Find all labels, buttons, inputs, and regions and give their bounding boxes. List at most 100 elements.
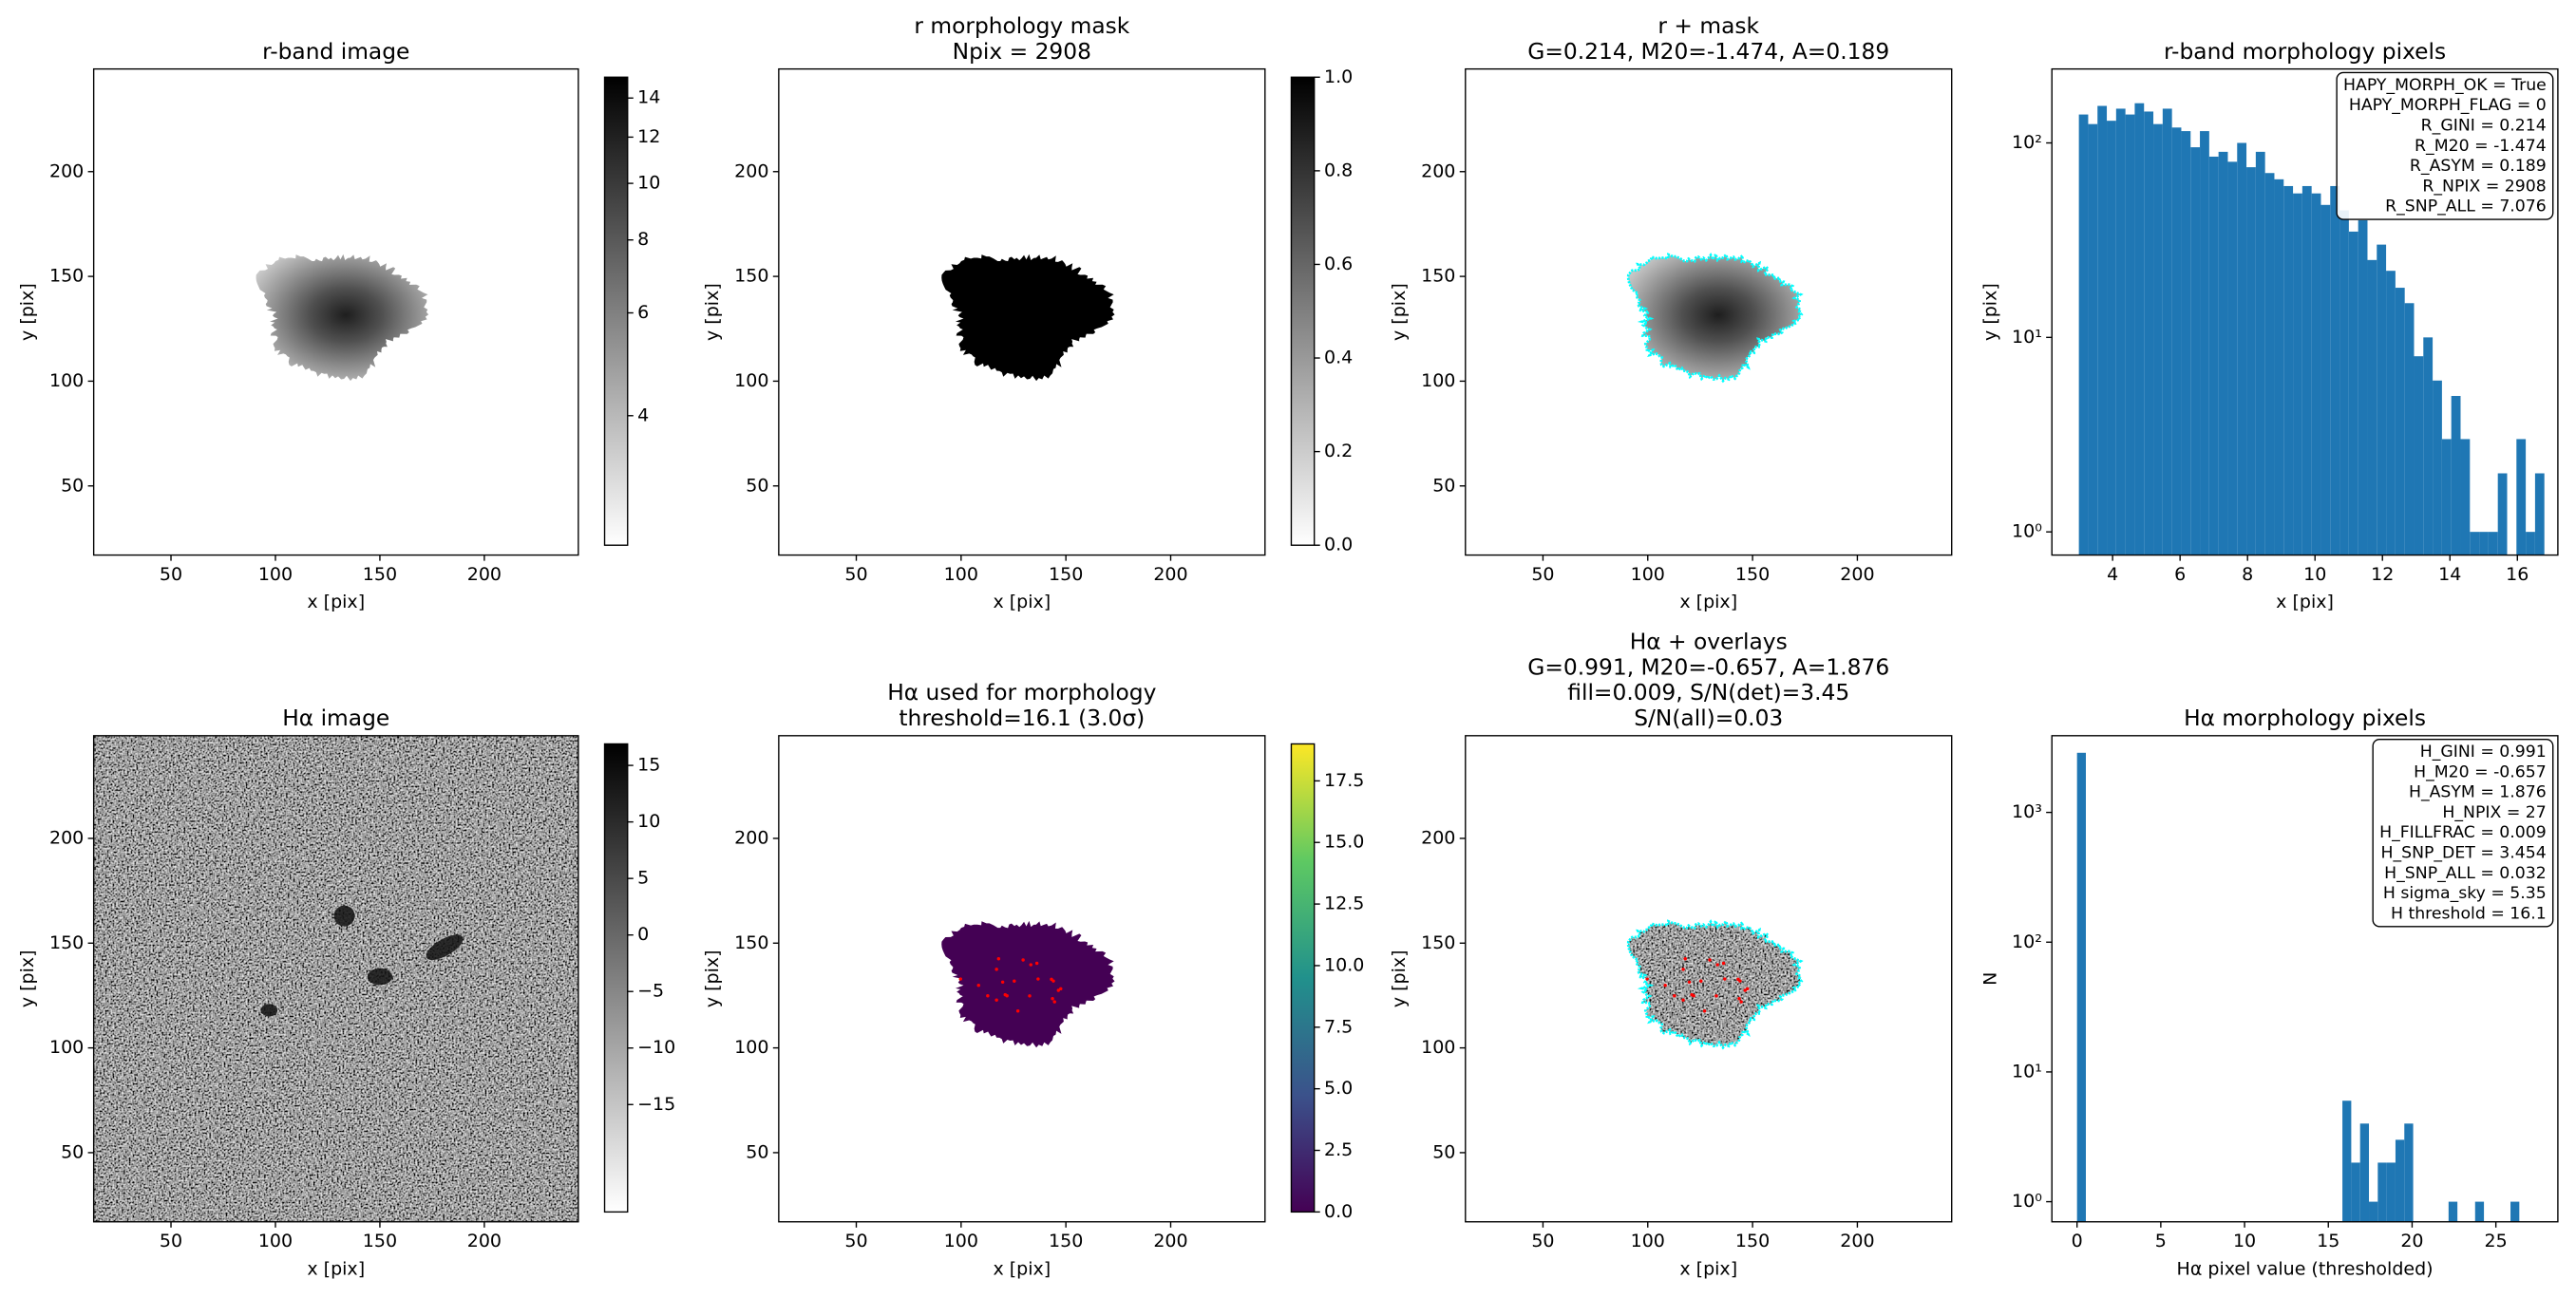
- x-axis-label: Hα pixel value (thresholded): [2177, 1258, 2434, 1279]
- panel-title: Hα image: [282, 705, 389, 731]
- morphology-mask: [941, 254, 1115, 382]
- panel: 50 100 150 200 50 100 150 200 x [pix] y [pix] Hα +…: [1389, 629, 1953, 1279]
- x-tick-label: 50: [160, 1231, 182, 1251]
- histogram-bar: [2479, 532, 2489, 555]
- panel-title: r-band image: [262, 38, 409, 65]
- histogram-bar: [2359, 1123, 2370, 1222]
- y-tick-label: 50: [1432, 1141, 1455, 1162]
- x-tick-label: 100: [258, 1231, 293, 1251]
- colorbar-tick-label: 0.8: [1324, 160, 1353, 180]
- x-tick-label: 200: [1840, 564, 1874, 585]
- annotation-line: H sigma_sky = 5.35: [2383, 884, 2547, 903]
- y-tick-label: 150: [734, 266, 768, 287]
- histogram-bar: [2510, 1201, 2520, 1222]
- x-tick-label: 6: [2174, 564, 2186, 585]
- histogram-bar: [2377, 1162, 2387, 1222]
- y-tick-label: 150: [49, 266, 84, 287]
- detection-pixel: [1052, 1000, 1056, 1004]
- axes-frame: [1465, 67, 1953, 556]
- colorbar-tick-label: 0.2: [1324, 441, 1353, 461]
- histogram-bar: [2134, 103, 2145, 555]
- x-tick-label: 200: [1153, 1231, 1187, 1251]
- y-tick-label: 150: [1421, 266, 1455, 287]
- x-tick-label: 150: [363, 1231, 397, 1251]
- colorbar-tick-label: −5: [637, 981, 664, 1002]
- colorbar-tick-label: 0: [637, 924, 649, 945]
- histogram-bar: [2395, 1139, 2405, 1222]
- detection-pixel: [1013, 979, 1016, 983]
- detection-pixel: [1708, 958, 1712, 962]
- x-tick-label: 200: [467, 1231, 502, 1251]
- y-tick-label: 100: [734, 1037, 768, 1058]
- colorbar-tick-label: 7.5: [1324, 1016, 1353, 1037]
- axes-frame: [92, 67, 579, 556]
- colorbar-tick-label: 10: [637, 173, 660, 194]
- histogram-bar: [2367, 259, 2377, 555]
- detection-pixel: [1034, 961, 1039, 966]
- detection-pixel: [994, 968, 998, 971]
- colorbar-tick-label: 0.0: [1324, 535, 1353, 555]
- annotation-line: H_M20 = -0.657: [2414, 762, 2547, 781]
- y-axis-label: y [pix]: [17, 950, 38, 1007]
- detection-pixel: [1692, 994, 1695, 998]
- histogram-bar: [2433, 380, 2442, 555]
- histogram-bar: [2377, 244, 2387, 555]
- colorbar-tick-label: 10: [637, 811, 660, 832]
- histogram-bar: [2342, 1100, 2352, 1222]
- histogram-bar: [2200, 131, 2209, 555]
- histogram-bar: [2474, 1201, 2485, 1222]
- detection-pixel: [1687, 980, 1692, 985]
- histogram-bar: [2293, 193, 2302, 555]
- x-tick-label: 8: [2242, 564, 2253, 585]
- detection-pixel: [1005, 994, 1009, 998]
- histogram-bar: [2076, 752, 2086, 1222]
- colorbar-tick-label: 0.4: [1324, 348, 1353, 368]
- axes-frame: [778, 67, 1266, 556]
- colorbar: [603, 76, 629, 546]
- panel-title: G=0.214, M20=-1.474, A=0.189: [1527, 38, 1889, 65]
- histogram-bar: [2115, 108, 2126, 555]
- histogram-bar: [2369, 1201, 2378, 1222]
- histogram-bar: [2237, 142, 2247, 555]
- panel: 50 100 150 200 50 100 150 200 x [pix] y [pix] r-ba…: [17, 38, 660, 612]
- panel: 4 6 8 10 12 14 16 10⁰ 10¹ 10² x [pix] y [pix] r-band…: [1980, 38, 2559, 612]
- plot-area: [2076, 752, 2520, 1222]
- histogram-bar: [2311, 193, 2321, 555]
- y-tick-label: 150: [734, 932, 768, 953]
- x-tick-label: 5: [2155, 1231, 2167, 1251]
- annotation-line: R_ASYM = 0.189: [2410, 157, 2547, 176]
- plot-area: [2078, 103, 2545, 555]
- y-tick-label: 100: [49, 370, 84, 391]
- x-tick-label: 100: [1631, 564, 1665, 585]
- y-tick-label: 50: [746, 475, 768, 496]
- histogram-bar: [2386, 271, 2396, 555]
- colorbar-tick-label: 17.5: [1324, 770, 1364, 791]
- panel-title: r morphology mask: [914, 12, 1129, 39]
- halpha-source: [367, 968, 393, 986]
- detection-pixel: [1673, 994, 1676, 998]
- detection-pixel: [1000, 980, 1005, 985]
- plot-area: [1626, 917, 1804, 1050]
- histogram-bar: [2190, 147, 2201, 555]
- annotation-frame: [2372, 738, 2554, 928]
- x-tick-label: 50: [160, 564, 182, 585]
- histogram-bar: [2395, 288, 2405, 555]
- x-tick-label: 100: [944, 1231, 978, 1251]
- x-tick-label: 200: [1840, 1231, 1874, 1251]
- panel-title: r + mask: [1657, 12, 1759, 39]
- detection-pixel: [1059, 987, 1063, 991]
- galaxy-image: [1628, 254, 1802, 382]
- plot-area: [256, 254, 429, 382]
- x-axis-label: x [pix]: [307, 1258, 365, 1279]
- x-tick-label: 12: [2371, 564, 2394, 585]
- y-tick-label: 10¹: [2012, 327, 2042, 348]
- x-tick-label: 15: [2317, 1231, 2339, 1251]
- histogram-bar: [2097, 105, 2108, 555]
- y-tick-label: 100: [49, 1037, 84, 1058]
- colorbar-tick-label: 2.5: [1324, 1139, 1353, 1160]
- y-tick-label: 50: [746, 1141, 768, 1162]
- detection-pixel: [1699, 979, 1703, 983]
- annotation-line: H_ASYM = 1.876: [2409, 783, 2547, 802]
